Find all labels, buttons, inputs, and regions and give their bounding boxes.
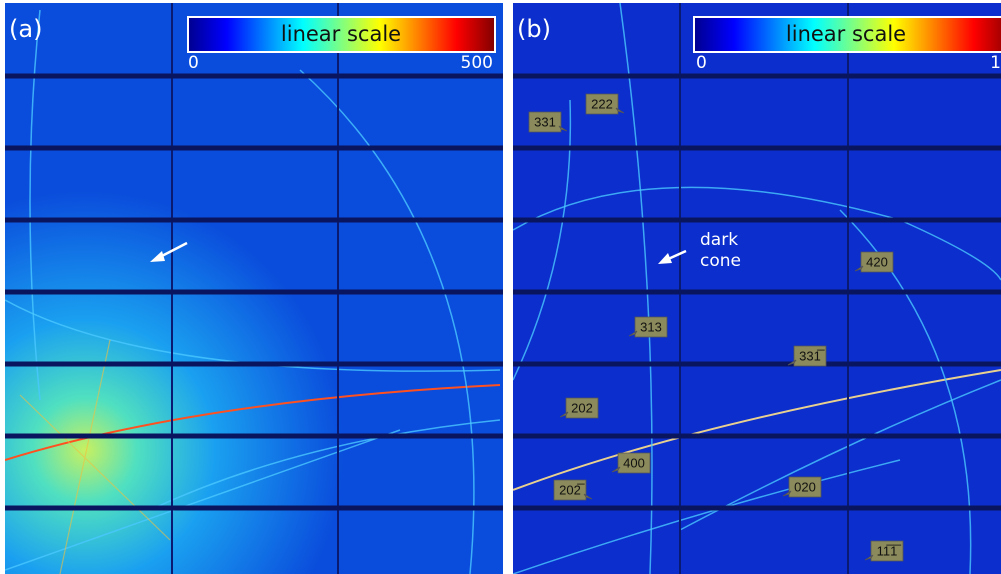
colorbar-min: 0 bbox=[696, 53, 707, 73]
panel-label: (a) bbox=[9, 15, 42, 43]
reflection-label: 420 bbox=[866, 254, 888, 269]
reflection-label: 020 bbox=[794, 479, 816, 494]
colorbar-max: 500 bbox=[461, 53, 493, 73]
reflection-label: 400 bbox=[623, 455, 645, 470]
panel-a-image bbox=[5, 3, 503, 574]
reflection-label: 202 bbox=[571, 400, 593, 415]
reflection-label: 313 bbox=[640, 319, 662, 334]
reflection-label: 331 bbox=[534, 114, 556, 129]
colorbar-title: linear scale bbox=[281, 22, 401, 46]
colorbar-max: 1 bbox=[990, 53, 1001, 73]
figure: (a) linear scale 0 500 (b) linear scale … bbox=[0, 0, 1001, 574]
annotation: cone bbox=[700, 251, 741, 271]
annotation: dark bbox=[700, 230, 738, 250]
panel-label: (b) bbox=[517, 15, 551, 43]
colorbar-title: linear scale bbox=[786, 22, 906, 46]
colorbar-min: 0 bbox=[188, 53, 199, 73]
reflection-label: 222 bbox=[591, 96, 613, 111]
